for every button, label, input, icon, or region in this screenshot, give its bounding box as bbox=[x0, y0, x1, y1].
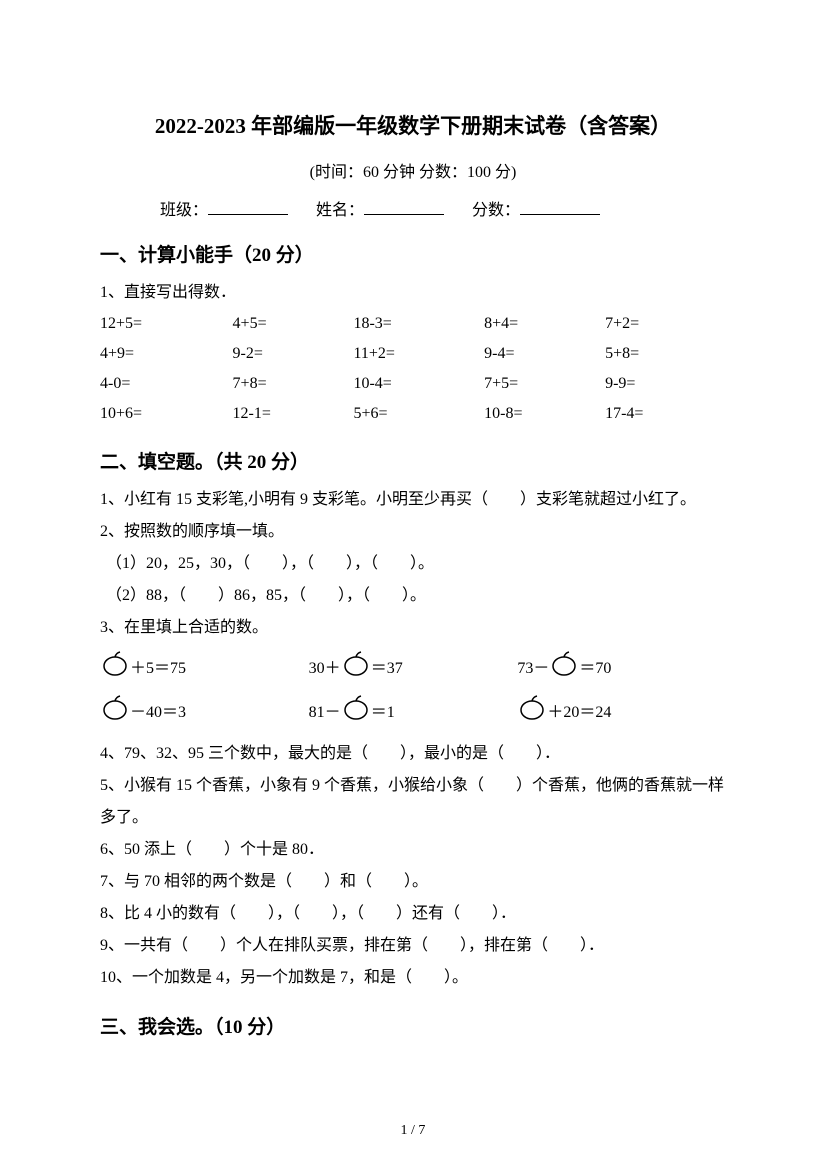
page-number: 1 / 7 bbox=[0, 1123, 826, 1139]
equation-row-2: －40＝3 81－ ＝1 ＋20＝24 bbox=[100, 694, 726, 732]
apple-icon bbox=[342, 650, 370, 688]
class-blank bbox=[208, 198, 288, 215]
arith-cell: 7+5= bbox=[484, 369, 605, 399]
score-blank bbox=[520, 198, 600, 215]
section-2-heading: 二、填空题。（共 20 分） bbox=[100, 447, 726, 474]
eq-text: ＝1 bbox=[371, 697, 395, 729]
arith-cell: 5+6= bbox=[353, 399, 484, 429]
s2-q2-1: （1）20，25，30，（ ），（ ），（ ）。 bbox=[100, 548, 726, 580]
arith-cell: 7+8= bbox=[233, 369, 354, 399]
equation-cell: 81－ ＝1 bbox=[309, 694, 518, 732]
arith-cell: 5+8= bbox=[605, 339, 726, 369]
eq-text: －40＝3 bbox=[130, 697, 186, 729]
s2-q6: 6、50 添上（ ）个十是 80． bbox=[100, 834, 726, 866]
class-label: 班级： bbox=[160, 202, 208, 219]
arith-cell: 10-4= bbox=[353, 369, 484, 399]
equation-cell: 73－ ＝70 bbox=[517, 650, 726, 688]
table-row: 10+6= 12-1= 5+6= 10-8= 17-4= bbox=[100, 399, 726, 429]
apple-icon bbox=[101, 694, 129, 732]
eq-text: 81－ bbox=[309, 697, 341, 729]
arith-cell: 12-1= bbox=[233, 399, 354, 429]
s2-q4: 4、79、32、95 三个数中，最大的是（ ），最小的是（ ）． bbox=[100, 738, 726, 770]
page-title: 2022-2023 年部编版一年级数学下册期末试卷（含答案） bbox=[100, 110, 726, 140]
eq-text: 73－ bbox=[517, 653, 549, 685]
arith-cell: 4+9= bbox=[100, 339, 233, 369]
name-label: 姓名： bbox=[316, 202, 364, 219]
arith-cell: 4-0= bbox=[100, 369, 233, 399]
name-blank bbox=[364, 198, 444, 215]
s2-q3: 3、在里填上合适的数。 bbox=[100, 612, 726, 644]
section-3-heading: 三、我会选。（10 分） bbox=[100, 1012, 726, 1039]
arith-cell: 7+2= bbox=[605, 309, 726, 339]
eq-text: 30＋ bbox=[309, 653, 341, 685]
arith-cell: 9-2= bbox=[233, 339, 354, 369]
arith-cell: 9-4= bbox=[484, 339, 605, 369]
student-info-line: 班级： 姓名： 分数： bbox=[100, 196, 726, 220]
arith-cell: 12+5= bbox=[100, 309, 233, 339]
arith-cell: 9-9= bbox=[605, 369, 726, 399]
equation-cell: ＋20＝24 bbox=[517, 694, 726, 732]
exam-page: 2022-2023 年部编版一年级数学下册期末试卷（含答案） (时间：60 分钟… bbox=[0, 0, 826, 1169]
arithmetic-table: 12+5= 4+5= 18-3= 8+4= 7+2= 4+9= 9-2= 11+… bbox=[100, 309, 726, 429]
s2-q9: 9、一共有（ ）个人在排队买票，排在第（ ），排在第（ ）． bbox=[100, 930, 726, 962]
eq-text: ＝70 bbox=[579, 653, 611, 685]
table-row: 4-0= 7+8= 10-4= 7+5= 9-9= bbox=[100, 369, 726, 399]
section-1-heading: 一、计算小能手（20 分） bbox=[100, 240, 726, 267]
page-subtitle: (时间：60 分钟 分数：100 分) bbox=[100, 158, 726, 182]
arith-cell: 10+6= bbox=[100, 399, 233, 429]
arith-cell: 11+2= bbox=[353, 339, 484, 369]
arith-cell: 4+5= bbox=[233, 309, 354, 339]
s2-q5: 5、小猴有 15 个香蕉，小象有 9 个香蕉，小猴给小象（ ）个香蕉，他俩的香蕉… bbox=[100, 770, 726, 834]
equation-cell: ＋5＝75 bbox=[100, 650, 309, 688]
s2-q10: 10、一个加数是 4，另一个加数是 7，和是（ ）。 bbox=[100, 962, 726, 994]
eq-text: ＝37 bbox=[371, 653, 403, 685]
equation-cell: －40＝3 bbox=[100, 694, 309, 732]
arith-cell: 8+4= bbox=[484, 309, 605, 339]
arith-cell: 10-8= bbox=[484, 399, 605, 429]
equation-cell: 30＋ ＝37 bbox=[309, 650, 518, 688]
s2-q2-2: （2）88，（ ）86，85，（ ），（ ）。 bbox=[100, 580, 726, 612]
arith-cell: 17-4= bbox=[605, 399, 726, 429]
table-row: 12+5= 4+5= 18-3= 8+4= 7+2= bbox=[100, 309, 726, 339]
apple-icon bbox=[101, 650, 129, 688]
arith-cell: 18-3= bbox=[353, 309, 484, 339]
equation-row-1: ＋5＝75 30＋ ＝37 73－ ＝70 bbox=[100, 650, 726, 688]
s1-q1-label: 1、直接写出得数． bbox=[100, 277, 726, 309]
s2-q2: 2、按照数的顺序填一填。 bbox=[100, 516, 726, 548]
eq-text: ＋5＝75 bbox=[130, 653, 186, 685]
apple-icon bbox=[550, 650, 578, 688]
s2-q7: 7、与 70 相邻的两个数是（ ）和（ ）。 bbox=[100, 866, 726, 898]
s2-q1: 1、小红有 15 支彩笔,小明有 9 支彩笔。小明至少再买（ ）支彩笔就超过小红… bbox=[100, 484, 726, 516]
apple-icon bbox=[342, 694, 370, 732]
apple-icon bbox=[518, 694, 546, 732]
eq-text: ＋20＝24 bbox=[547, 697, 611, 729]
s2-q8: 8、比 4 小的数有（ ），（ ），（ ）还有（ ）． bbox=[100, 898, 726, 930]
section-2-body: 1、小红有 15 支彩笔,小明有 9 支彩笔。小明至少再买（ ）支彩笔就超过小红… bbox=[100, 484, 726, 994]
score-label: 分数： bbox=[472, 202, 520, 219]
table-row: 4+9= 9-2= 11+2= 9-4= 5+8= bbox=[100, 339, 726, 369]
